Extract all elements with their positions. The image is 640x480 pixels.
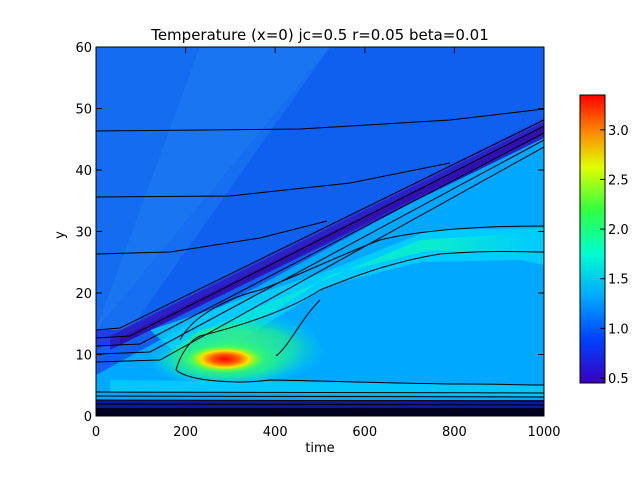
heatmap-field [96,47,544,416]
y-tick-label: 40 [75,164,92,179]
x-axis-label: time [305,441,334,456]
colorbar-tick-label: 1.5 [608,273,629,288]
x-tick-label: 400 [263,425,288,440]
y-axis-label: y [53,231,68,239]
y-tick-label: 20 [75,287,92,302]
y-axis: 0 10 20 30 40 50 60 [75,41,544,425]
y-tick-label: 10 [75,349,92,364]
chart-title: Temperature (x=0) jc=0.5 r=0.05 beta=0.0… [150,26,489,44]
x-tick-label: 200 [173,425,198,440]
x-tick-label: 800 [442,425,467,440]
x-tick-label: 1000 [527,425,560,440]
y-tick-label: 50 [75,103,92,118]
colorbar-tick-label: 2.5 [608,173,629,188]
colorbar-tick-label: 0.5 [608,372,629,387]
y-tick-label: 30 [75,226,92,241]
x-axis: 0 200 400 600 800 1000 [92,47,561,440]
colorbar-axis: 0.5 1.0 1.5 2.0 2.5 3.0 [600,124,629,387]
colorbar [579,94,606,384]
colorbar-tick-label: 1.0 [608,322,629,337]
x-tick-label: 0 [92,425,100,440]
x-tick-label: 600 [352,425,377,440]
y-tick-label: 60 [75,41,92,56]
y-tick-label: 0 [84,410,92,425]
colorbar-tick-label: 2.0 [608,223,629,238]
colorbar-tick-label: 3.0 [608,124,629,139]
contour-lines [96,108,544,406]
